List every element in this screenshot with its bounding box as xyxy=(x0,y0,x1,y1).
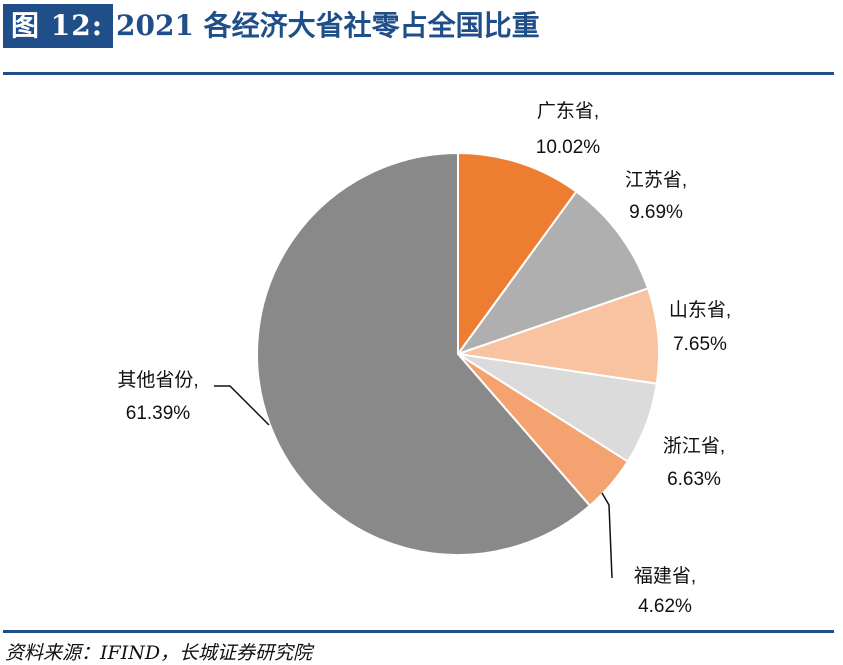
slice-labels: 广东省, 10.02% 江苏省, 9.69% 山东省, 7.65% 浙江省, 6.63% 福建省… xyxy=(117,100,731,617)
figure-header: 图 12: 2021 各经济大省社零占全国比重 xyxy=(0,0,843,60)
source-note: 资料来源：IFIND，长城证券研究院 xyxy=(5,642,313,664)
leader-line xyxy=(601,492,613,579)
slice-label-name: 浙江省, xyxy=(663,435,725,457)
bottom-rule xyxy=(3,630,834,633)
pie-slice-6 xyxy=(256,152,591,556)
slice-label-value: 4.62% xyxy=(638,596,692,617)
figure-number: 图 12: xyxy=(3,4,114,48)
pie-slice-3 xyxy=(457,287,660,385)
slice-label-value: 6.63% xyxy=(667,469,721,490)
leader-lines xyxy=(214,385,613,579)
slice-label-name: 其他省份, xyxy=(117,369,198,391)
slice-label-value: 10.02% xyxy=(536,137,601,158)
slice-label-value: 61.39% xyxy=(126,403,191,424)
slice-label-name: 福建省, xyxy=(634,565,696,587)
slice-label-name: 江苏省, xyxy=(625,169,687,191)
figure-title: 2021 各经济大省社零占全国比重 xyxy=(116,9,540,42)
slice-label-name: 广东省, xyxy=(537,100,599,122)
slice-label-value: 7.65% xyxy=(673,334,727,355)
pie-slice-1 xyxy=(457,152,578,355)
slice-label-value: 9.69% xyxy=(629,202,683,223)
top-rule xyxy=(3,72,834,75)
leader-line xyxy=(214,385,270,426)
slice-label-name: 山东省, xyxy=(669,299,731,321)
pie-slices xyxy=(256,152,660,556)
pie-slice-2 xyxy=(457,190,649,355)
